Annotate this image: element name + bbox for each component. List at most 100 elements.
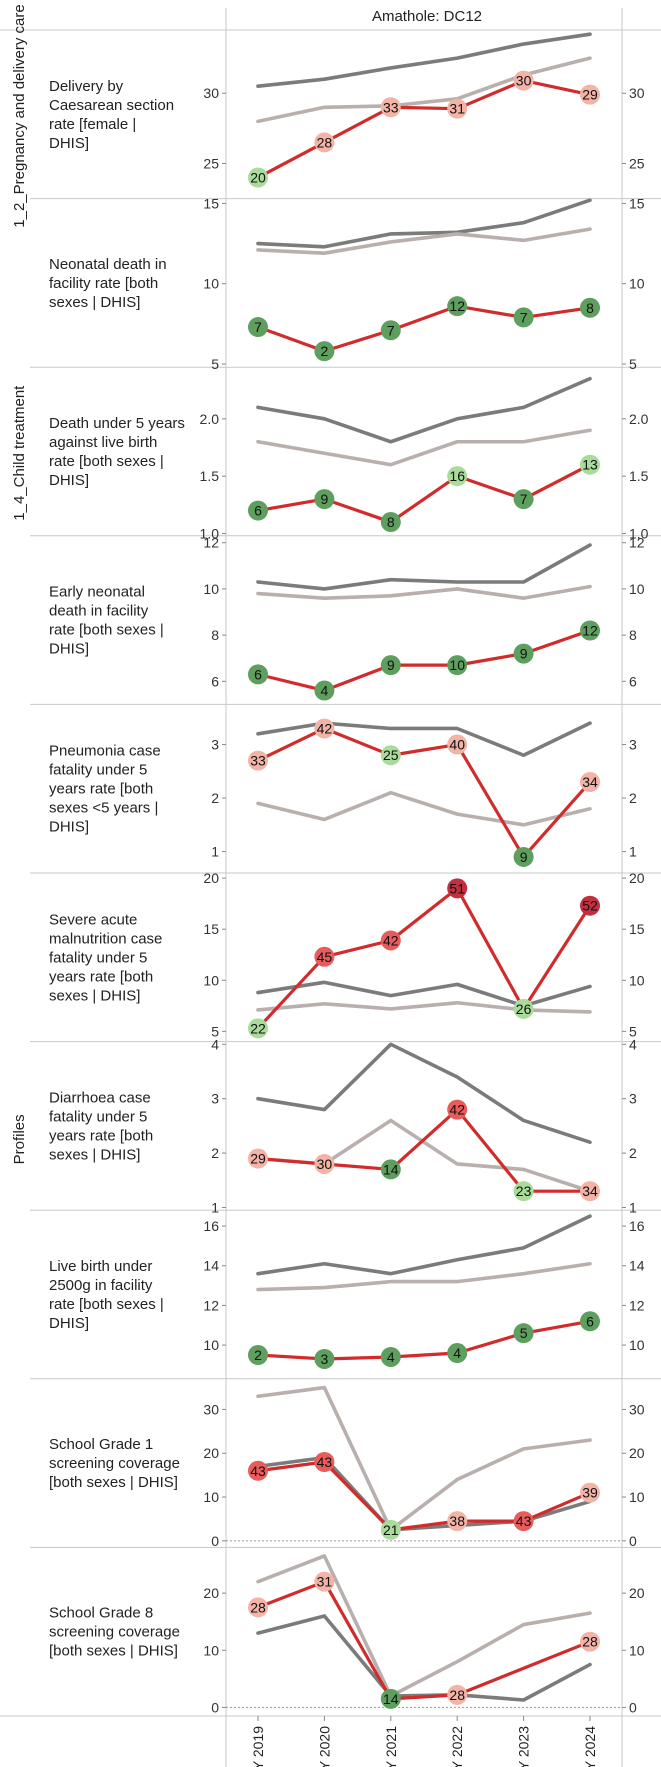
y-tick-label-left: 5 [211, 356, 219, 372]
y-tick-label-right: 14 [629, 1258, 645, 1274]
panel-title-line: DHIS] [49, 1315, 89, 1332]
data-point-label: 29 [582, 87, 598, 103]
data-point-marker [248, 500, 268, 521]
y-tick-label-right: 3 [629, 737, 637, 753]
panel-title: School Grade 1 screening coverage [both se… [49, 1436, 180, 1491]
y-tick-label-right: 8 [629, 627, 637, 643]
y-tick-label-right: 10 [629, 972, 645, 988]
data-point-marker [248, 1018, 268, 1039]
series-line-reference_dark [256, 376, 592, 444]
data-point-marker [513, 1323, 534, 1344]
panel-title-line: [both sexes | DHIS] [49, 1643, 178, 1660]
data-point-marker [380, 655, 401, 676]
data-point-label: 28 [317, 134, 333, 150]
data-point-label: 25 [383, 747, 399, 763]
y-tick-label-left: 5 [211, 1023, 219, 1039]
data-point-marker [513, 643, 534, 664]
y-tick-label-left: 20 [203, 1585, 219, 1601]
data-point-label: 30 [516, 73, 532, 89]
data-point-label: 33 [383, 99, 399, 115]
y-tick-label-right: 0 [629, 1699, 637, 1715]
panel-title-line: Neonatal death in [49, 256, 167, 273]
panel-title-line: Pneumonia case [49, 743, 161, 760]
y-tick-label-right: 10 [629, 1489, 645, 1505]
data-point-label: 26 [516, 1001, 532, 1017]
y-tick-label-right: 20 [629, 1445, 645, 1461]
data-point-label: 42 [449, 1102, 465, 1118]
data-point-label: 29 [250, 1151, 266, 1167]
panel-title-line: years rate [both [49, 1127, 153, 1144]
data-point-label: 9 [520, 849, 528, 865]
y-tick-label-left: 16 [203, 1218, 219, 1234]
data-point-label: 42 [317, 720, 333, 736]
y-tick-label-left: 10 [203, 1642, 219, 1658]
data-point-label: 5 [520, 1325, 528, 1341]
panel-2: 5 5 10 10 15 15 Neonatal death in facility rate… [30, 195, 661, 372]
panel-title-line: fatality under 5 [49, 1108, 147, 1125]
panel-title-line: fatality under 5 [49, 762, 147, 779]
data-point-label: 43 [516, 1513, 532, 1529]
y-tick-label-right: 2 [629, 1145, 637, 1161]
data-point-label: 7 [254, 319, 262, 335]
y-tick-label-right: 4 [629, 1036, 637, 1052]
data-point-label: 28 [582, 1634, 598, 1650]
series-line-reference_dark [256, 721, 592, 758]
data-point-marker [380, 97, 401, 118]
y-tick-label-left: 3 [211, 737, 219, 753]
x-tick-label: FY 2022 [449, 1726, 465, 1767]
panel-title-line: Live birth under [49, 1258, 152, 1275]
data-point-label: 2 [321, 343, 329, 359]
panel-title-line: DHIS] [49, 135, 89, 152]
panel-4: 6 6 8 8 10 10 12 12 Early neonatal death in facil… [30, 535, 661, 705]
panel-title-line: Delivery by [49, 78, 124, 95]
y-tick-label-left: 14 [203, 1258, 219, 1274]
data-point-label: 43 [317, 1454, 333, 1470]
data-point-marker [314, 1571, 335, 1592]
series-line-district [256, 78, 592, 180]
panel-title-line: death in facility [49, 603, 149, 620]
series-line-reference_dark [256, 1455, 592, 1532]
y-tick-label-left: 2.0 [200, 411, 220, 427]
y-tick-label-right: 0 [629, 1533, 637, 1549]
y-tick-label-left: 30 [203, 85, 219, 101]
y-tick-label-left: 12 [203, 535, 219, 551]
data-point-marker [447, 1099, 468, 1120]
series-line-reference_dark [256, 1042, 592, 1145]
data-point-label: 16 [449, 468, 465, 484]
series-line-district [256, 726, 592, 859]
data-point-marker [248, 317, 268, 338]
panel-1: 25 25 30 30 Delivery by Caesarean section rate… [30, 32, 661, 200]
data-point-marker [447, 1511, 468, 1532]
y-tick-label-left: 25 [203, 155, 219, 171]
y-tick-label-right: 1.0 [629, 526, 649, 542]
data-point-marker [447, 98, 468, 119]
data-point-label: 10 [449, 657, 465, 673]
y-tick-label-right: 6 [629, 673, 637, 689]
data-point-label: 33 [250, 753, 266, 769]
series-line-reference_light [256, 1261, 592, 1292]
panel-title-line: [both sexes | DHIS] [49, 1474, 178, 1491]
data-point-label: 23 [516, 1183, 532, 1199]
data-point-label: 31 [449, 101, 465, 117]
chart-title: Amathole: DC12 [372, 8, 482, 25]
y-tick-label-right: 20 [629, 870, 645, 886]
y-tick-label-right: 12 [629, 535, 645, 551]
data-point-marker [580, 1181, 600, 1202]
panel-title-line: Early neonatal [49, 584, 145, 601]
data-point-marker [314, 680, 335, 701]
y-tick-label-left: 10 [203, 581, 219, 597]
panel-title-line: 2500g in facility [49, 1277, 153, 1294]
data-point-marker [314, 132, 335, 153]
panel-10: 0 0 10 10 20 20 School Grade 8 screening covera… [30, 1554, 661, 1717]
series-line-reference_dark [256, 198, 592, 249]
panel-title-line: screening coverage [49, 1455, 180, 1472]
panel-title-line: fatality under 5 [49, 949, 147, 966]
group-label: 1_4_Child treatment [11, 385, 28, 521]
data-point-label: 8 [586, 300, 594, 316]
y-tick-label-left: 10 [203, 276, 219, 292]
series-line-reference_light [256, 1385, 592, 1532]
panel-8: 10 10 12 12 14 14 16 16 Live birth under 2500g in… [30, 1214, 661, 1380]
panel-title: Early neonatal death in facility rate [bot… [49, 584, 164, 658]
data-point-label: 42 [383, 932, 399, 948]
